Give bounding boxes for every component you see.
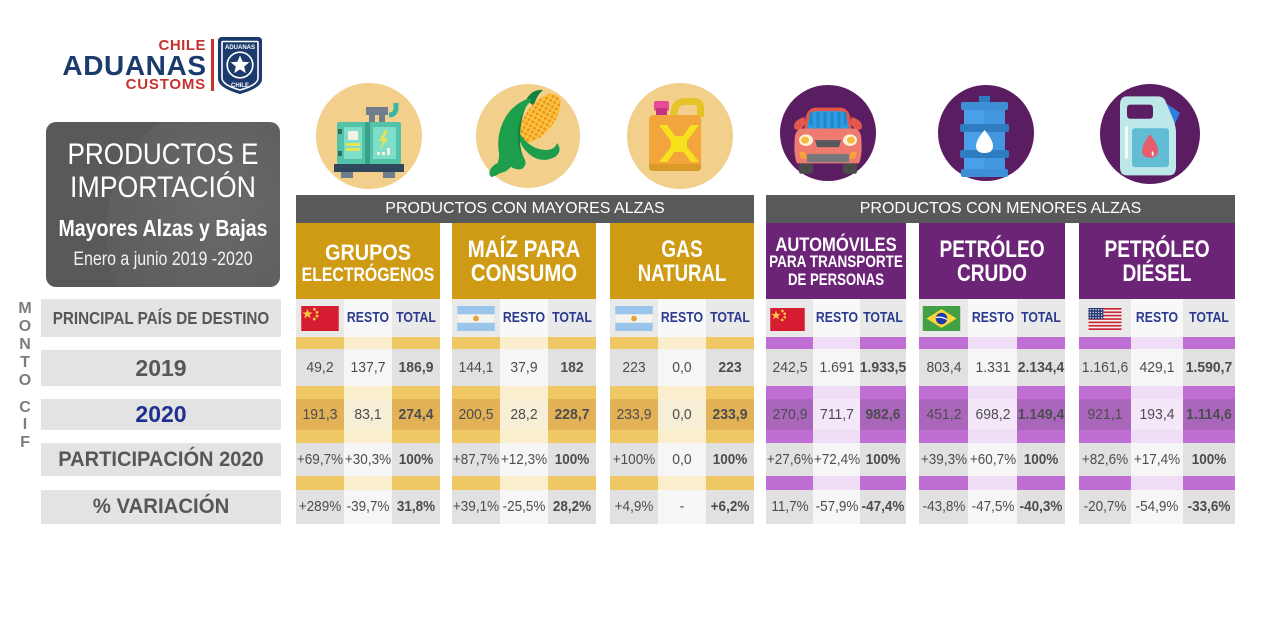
svg-text:CHILE: CHILE [231, 83, 249, 89]
svg-text:ADUANAS: ADUANAS [225, 45, 255, 51]
